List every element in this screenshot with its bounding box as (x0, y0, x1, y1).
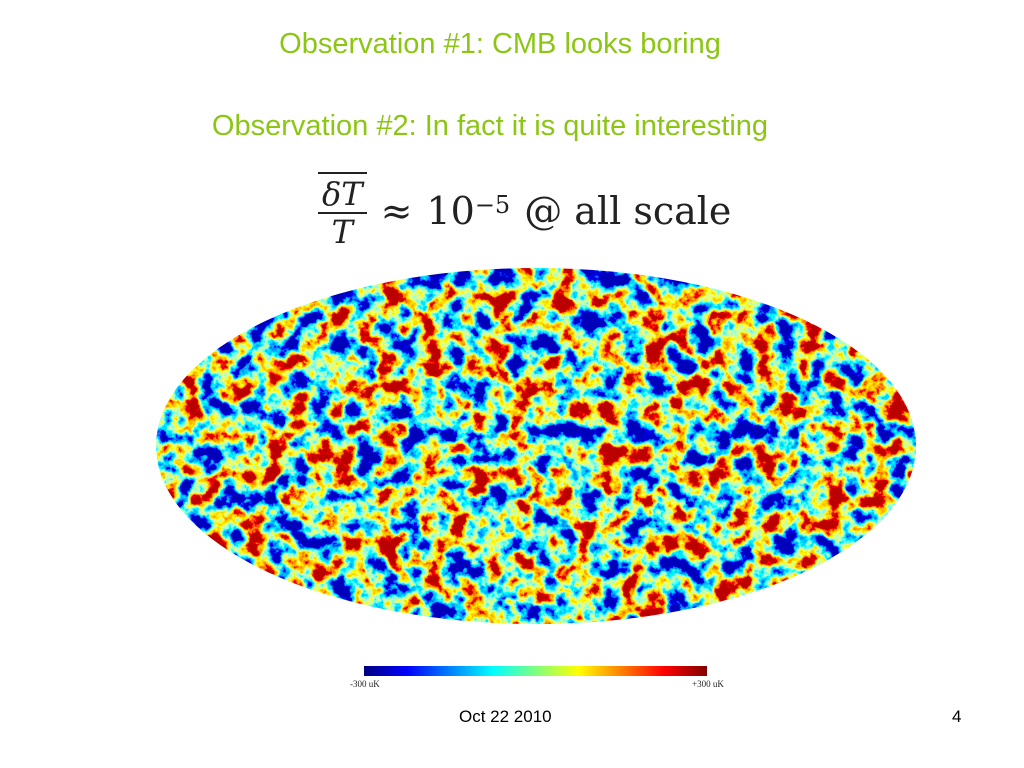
temperature-colorbar (364, 666, 707, 676)
approx-symbol: ≈ (380, 189, 413, 233)
formula: δT T ≈ 10 −5 @ all scale (318, 172, 731, 250)
formula-suffix: @ all scale (524, 189, 732, 233)
fraction-numerator: δT (318, 172, 367, 214)
fraction-denominator: T (331, 213, 353, 251)
colorbar-min-label: -300 uK (350, 679, 380, 689)
formula-exponent: −5 (474, 191, 511, 219)
slide-title-observation-1: Observation #1: CMB looks boring (279, 28, 721, 60)
footer-date: Oct 22 2010 (459, 707, 552, 726)
fraction: δT T (318, 172, 367, 250)
page-number: 4 (952, 707, 962, 726)
slide-title-observation-2: Observation #2: In fact it is quite inte… (211, 110, 769, 142)
cmb-temperature-field (156, 268, 916, 624)
formula-base: 10 (426, 189, 475, 233)
colorbar-max-label: +300 uK (692, 679, 724, 689)
